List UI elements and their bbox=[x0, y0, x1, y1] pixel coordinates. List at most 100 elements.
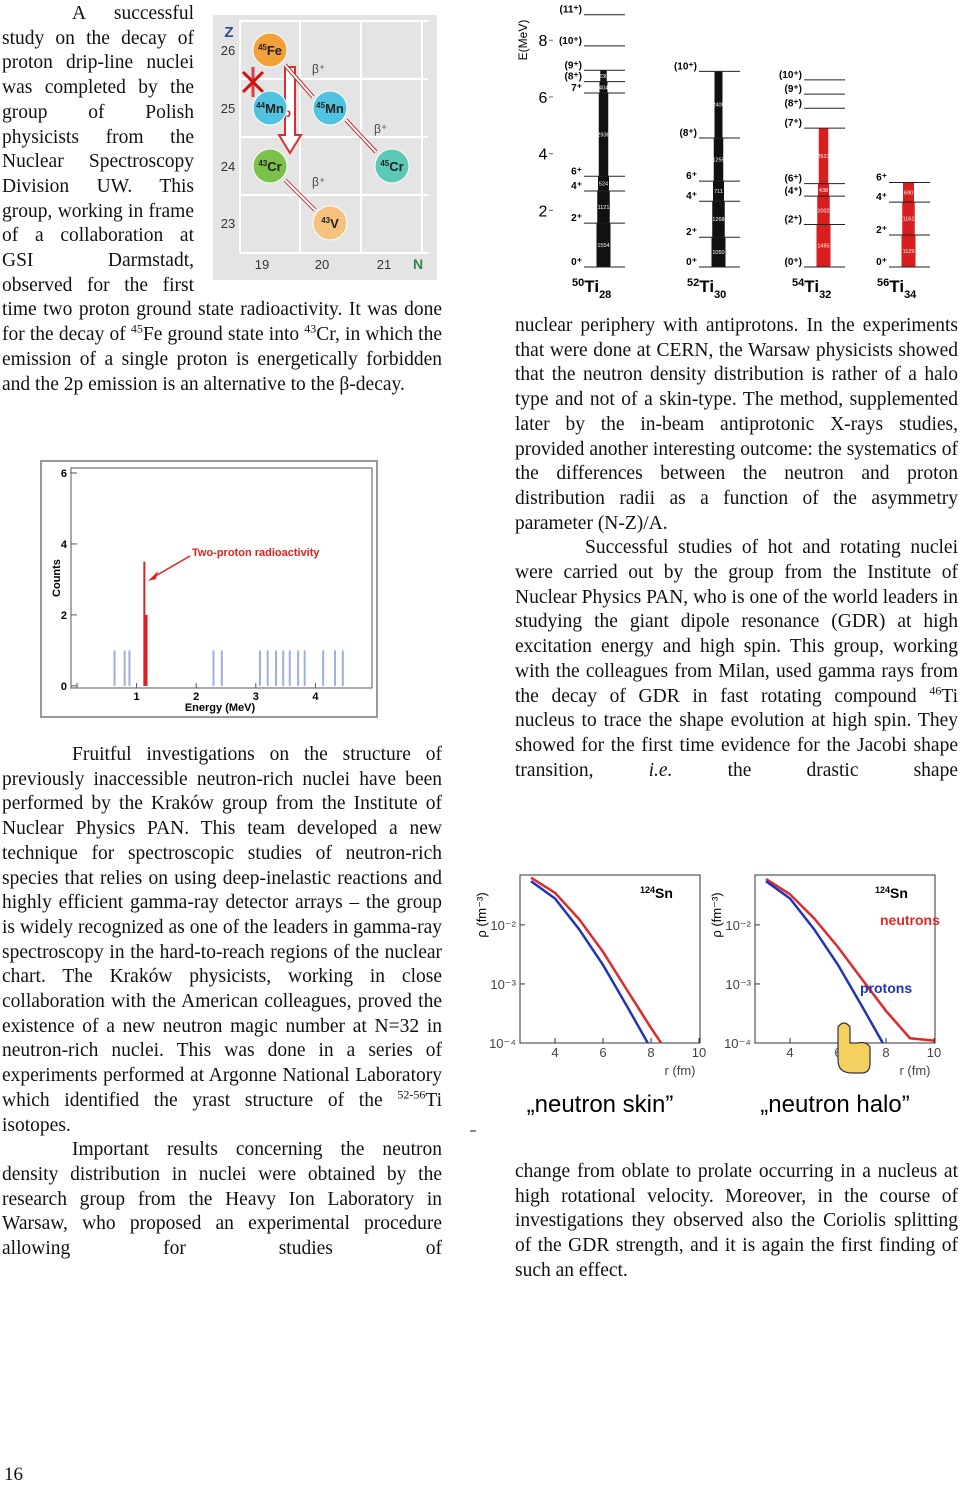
transition bbox=[598, 176, 609, 192]
nucleus bbox=[374, 148, 410, 184]
transition bbox=[596, 223, 611, 267]
spin-label: 7⁺ bbox=[571, 83, 582, 94]
transition bbox=[598, 92, 609, 177]
spin-label: (6⁺) bbox=[785, 174, 803, 185]
mass: 52 bbox=[687, 277, 699, 289]
gamma-energy: 1268 bbox=[712, 217, 724, 223]
gamma-energy: 1129 bbox=[903, 249, 915, 255]
text-run: nuclear periphery with antiprotons. In t… bbox=[515, 315, 958, 534]
gamma-energy: 2405 bbox=[712, 103, 724, 109]
spin-label: (2⁺) bbox=[785, 214, 803, 225]
spin-label: 6⁺ bbox=[876, 173, 887, 184]
bar bbox=[322, 650, 325, 686]
y-tick-label: 10⁻² bbox=[490, 918, 516, 933]
isotope-label: 54Ti32 bbox=[792, 277, 831, 301]
transition bbox=[600, 70, 607, 82]
y-tick-label: 6 bbox=[539, 90, 548, 107]
y-tick-label: 10⁻³ bbox=[490, 977, 516, 992]
nucleus-label: 124Sn bbox=[875, 885, 908, 901]
text-run: 46 bbox=[929, 683, 942, 698]
spin-label: 0⁺ bbox=[571, 257, 582, 268]
paragraph: change from oblate to prolate occurring … bbox=[515, 1160, 958, 1284]
arrow bbox=[284, 64, 314, 98]
text-run: Cr, in which the emission of a single pr… bbox=[2, 324, 442, 395]
mass: 45 bbox=[316, 101, 325, 110]
n-tick: 19 bbox=[255, 257, 269, 272]
bar bbox=[128, 650, 131, 686]
spectrum-figure: 0 2 4 6 1 2 3 4 Counts Energy (MeV) Two-proton rad… bbox=[40, 460, 378, 718]
level-scheme: E(MeV) 2 4 6 8 1554 1121 524 2936 404 230 0⁺ 2⁺ 4⁺ 6⁺ 7… bbox=[516, 5, 930, 301]
gamma-energy: 1161 bbox=[903, 217, 915, 223]
bar bbox=[220, 650, 223, 686]
decay-label: β⁺ bbox=[312, 175, 325, 189]
isotope-label: 50Ti28 bbox=[572, 277, 611, 301]
element: Cr bbox=[389, 159, 403, 174]
y-tick-label: 8 bbox=[539, 33, 548, 50]
element: Mn bbox=[325, 101, 344, 116]
axis-label: N bbox=[413, 256, 423, 272]
column-left-bottom: Fruitful investigations on the structure… bbox=[2, 743, 442, 1262]
text-run: Ti nucleus to trace the shape evolution … bbox=[515, 685, 958, 781]
arrow bbox=[345, 119, 377, 153]
density-curve bbox=[530, 880, 650, 1043]
y-tick-label: 2 bbox=[539, 203, 548, 220]
bar bbox=[212, 650, 215, 686]
element: Sn bbox=[655, 885, 673, 901]
neutrons: 28 bbox=[599, 289, 611, 301]
paragraph: A successful study on the decay of proto… bbox=[2, 2, 442, 397]
bar bbox=[113, 650, 116, 686]
nucleus bbox=[312, 90, 348, 126]
paragraph: Fruitful investigations on the structure… bbox=[2, 743, 442, 1138]
y-axis-label: E(MeV) bbox=[516, 20, 530, 61]
spin-label: (0⁺) bbox=[785, 257, 803, 268]
hand-icon bbox=[837, 1022, 871, 1074]
nucleus bbox=[252, 90, 288, 126]
element: Sn bbox=[890, 885, 908, 901]
annotation: Two-proton radioactivity bbox=[192, 547, 320, 559]
transition bbox=[597, 191, 610, 224]
element: Ti bbox=[889, 277, 904, 296]
neutrons: 34 bbox=[904, 289, 917, 301]
paragraph: Successful studies of hot and rotating n… bbox=[515, 536, 958, 783]
element: Fe bbox=[267, 43, 282, 58]
bar bbox=[341, 650, 344, 686]
bar bbox=[282, 650, 285, 686]
gamma-energy: 711 bbox=[714, 189, 723, 195]
z-tick: 23 bbox=[221, 216, 235, 231]
x-axis-label: r (fm) bbox=[899, 1063, 930, 1078]
text-run: i.e. bbox=[648, 759, 673, 781]
element: V bbox=[330, 216, 339, 231]
nucleus-label: 43Cr bbox=[258, 159, 281, 174]
gamma-energy: 2936 bbox=[597, 133, 609, 139]
x-tick-label: 6 bbox=[599, 1045, 606, 1060]
spin-label: (10⁺) bbox=[674, 61, 697, 72]
y-tick-label: 4 bbox=[539, 147, 548, 164]
series-label: protons bbox=[860, 980, 912, 996]
series-label: neutrons bbox=[880, 912, 940, 928]
gamma-energy: 1121 bbox=[598, 205, 610, 211]
z-tick: 24 bbox=[221, 159, 235, 174]
bar bbox=[288, 650, 291, 686]
gamma-energy: 1554 bbox=[597, 243, 609, 249]
transition bbox=[713, 181, 724, 202]
y-tick-label: 10⁻³ bbox=[725, 977, 751, 992]
x-tick-label: 4 bbox=[312, 691, 319, 703]
axes bbox=[754, 874, 936, 1044]
element: Cr bbox=[267, 159, 281, 174]
text-run: Important results concerning the neutron… bbox=[2, 1139, 442, 1260]
gamma-energy: 1050 bbox=[712, 250, 724, 256]
neutrons: 32 bbox=[819, 289, 831, 301]
transition bbox=[818, 128, 829, 184]
x-tick-label: 10 bbox=[927, 1045, 941, 1060]
spin-label: 2⁺ bbox=[571, 213, 582, 224]
bar bbox=[303, 650, 306, 686]
x-axis-label: r (fm) bbox=[664, 1063, 695, 1078]
text-run: change from oblate to prolate occurring … bbox=[515, 1161, 958, 1281]
isotope-label: 52Ti30 bbox=[687, 277, 726, 301]
paragraph: nuclear periphery with antiprotons. In t… bbox=[515, 314, 958, 536]
arrow-head bbox=[148, 571, 158, 581]
decay-label: β⁺ bbox=[374, 122, 387, 136]
gamma-energy: 1495 bbox=[817, 244, 829, 250]
mass: 45 bbox=[380, 159, 389, 168]
